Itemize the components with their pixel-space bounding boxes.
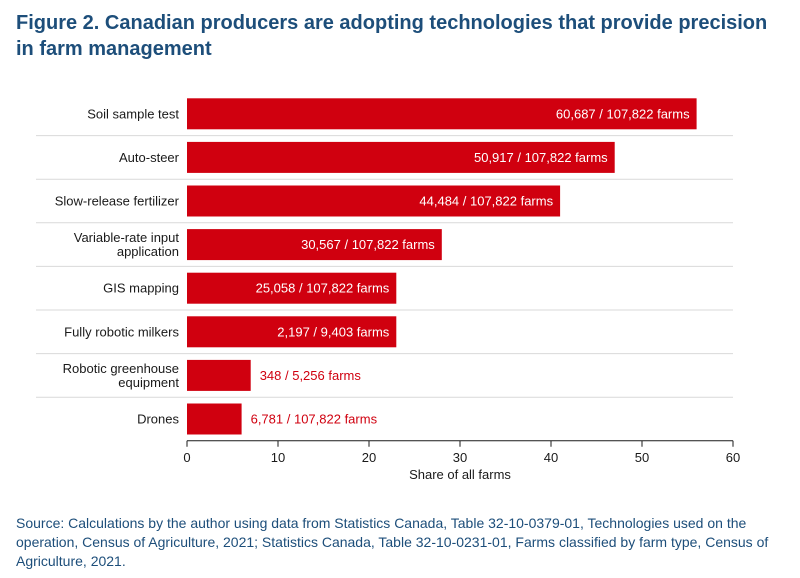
bar	[187, 272, 397, 304]
category-label: Robotic greenhouse	[63, 361, 179, 376]
category-label: Auto-steer	[119, 150, 180, 165]
category-label: Variable-rate input	[74, 230, 180, 245]
bar	[187, 141, 615, 173]
data-label: 44,484 / 107,822 farms	[419, 194, 553, 209]
data-label: 50,917 / 107,822 farms	[474, 150, 608, 165]
bar	[187, 185, 561, 217]
x-tick-label: 30	[453, 450, 467, 465]
data-label: 60,687 / 107,822 farms	[556, 106, 690, 121]
bar	[187, 403, 242, 435]
bar-chart: Soil sample test 60,687 / 107,822 farms Au…	[36, 98, 740, 482]
x-tick-label: 0	[183, 450, 190, 465]
data-label: 25,058 / 107,822 farms	[256, 281, 390, 296]
x-tick-label: 60	[726, 450, 740, 465]
x-tick-label: 40	[544, 450, 558, 465]
bar	[187, 98, 697, 130]
category-label: Soil sample test	[87, 106, 179, 121]
category-label: GIS mapping	[103, 281, 179, 296]
x-tick-label: 50	[635, 450, 649, 465]
source-note: Source: Calculations by the author using…	[16, 515, 769, 569]
category-label: Slow-release fertilizer	[55, 194, 180, 209]
category-label: Drones	[137, 412, 179, 427]
x-axis-label: Share of all farms	[409, 467, 511, 482]
data-label: 30,567 / 107,822 farms	[301, 237, 435, 252]
x-tick-label: 10	[271, 450, 285, 465]
bar	[187, 359, 251, 391]
category-label: equipment	[118, 375, 179, 390]
x-tick-label: 20	[362, 450, 376, 465]
data-label: 348 / 5,256 farms	[260, 368, 362, 383]
category-label: Fully robotic milkers	[64, 324, 179, 339]
bar	[187, 229, 442, 261]
data-label: 2,197 / 9,403 farms	[277, 324, 390, 339]
category-label: application	[117, 244, 179, 259]
data-label: 6,781 / 107,822 farms	[251, 412, 378, 427]
bar	[187, 316, 397, 348]
chart-title: Figure 2. Canadian producers are adoptin…	[16, 12, 768, 60]
